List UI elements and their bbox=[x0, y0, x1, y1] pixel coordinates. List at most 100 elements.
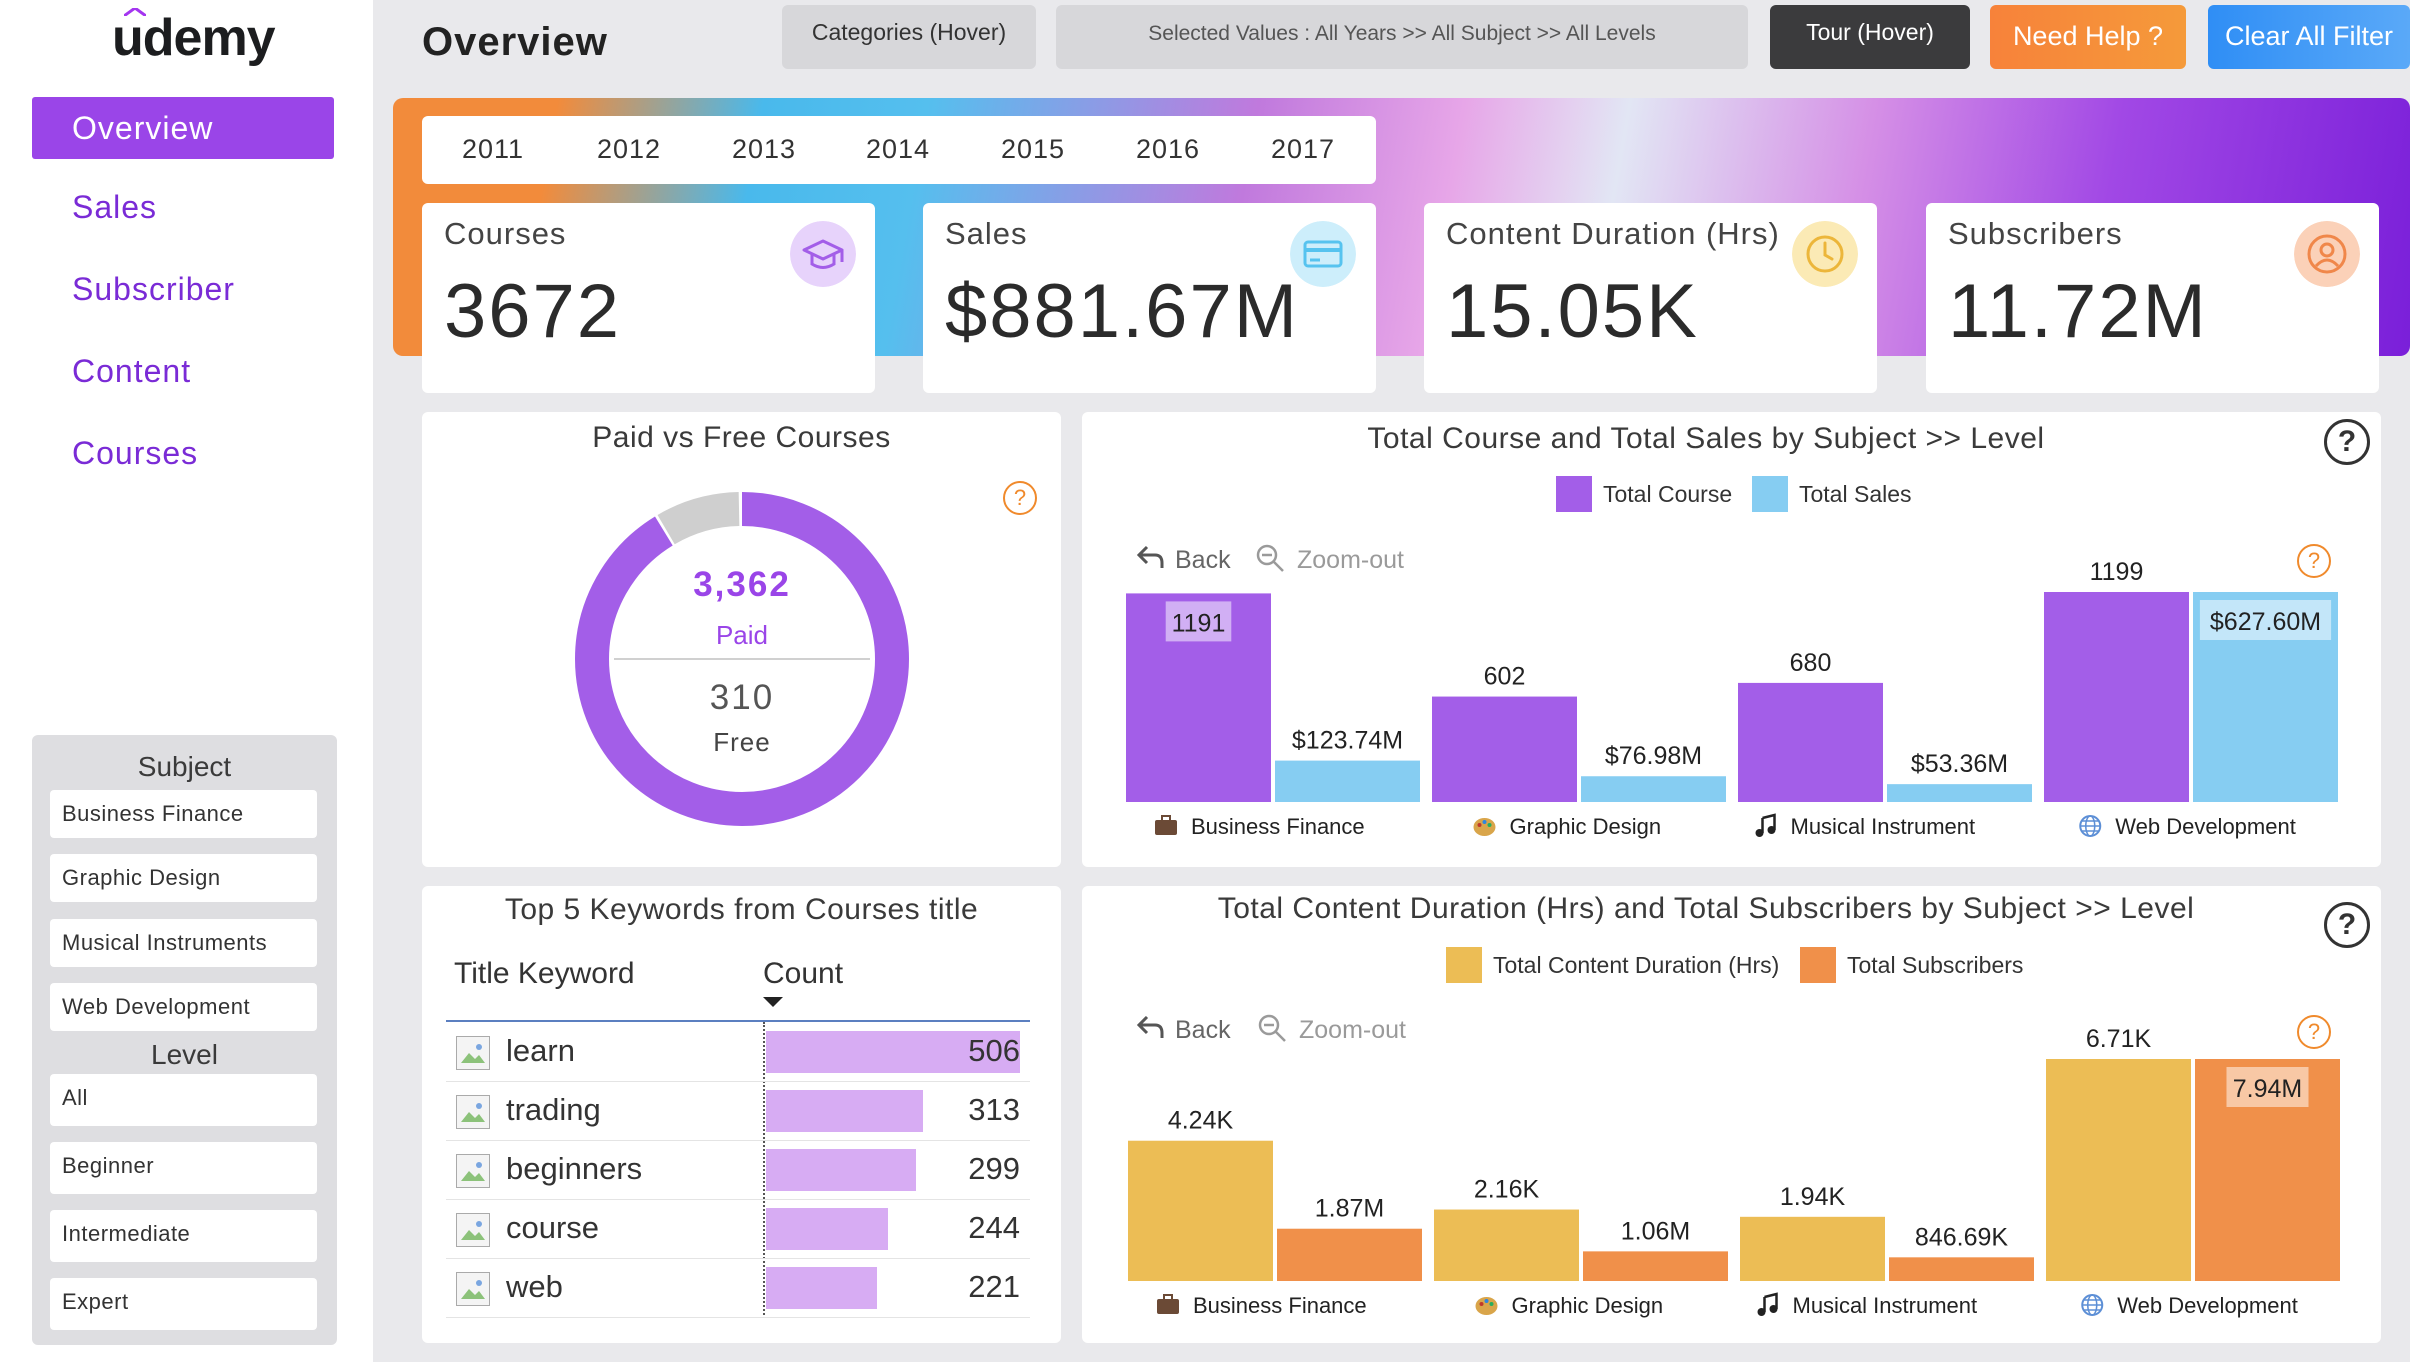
category-label[interactable]: Business Finance bbox=[1191, 814, 1365, 839]
bar-total-content-duration-hrs[interactable] bbox=[2046, 1059, 2191, 1281]
bar-total-content-duration-hrs[interactable] bbox=[1128, 1140, 1273, 1281]
data-label: 602 bbox=[1484, 663, 1526, 691]
category-label[interactable]: Graphic Design bbox=[1512, 1293, 1664, 1318]
category-label[interactable]: Musical Instrument bbox=[1793, 1293, 1978, 1318]
bar-total-content-duration-hrs[interactable] bbox=[1740, 1216, 1885, 1281]
need-help-button[interactable]: Need Help ? bbox=[1990, 5, 2186, 69]
zoom-out-icon[interactable] bbox=[1257, 1013, 1287, 1043]
category-label[interactable]: Web Development bbox=[2115, 814, 2296, 839]
clock-icon bbox=[1792, 221, 1858, 287]
nav-item-sales[interactable]: Sales bbox=[72, 189, 158, 225]
keyword-row[interactable]: learn 506 bbox=[446, 1023, 1030, 1082]
chart2-zoom-out-button[interactable]: Zoom-out bbox=[1299, 1016, 1406, 1044]
bar-total-course[interactable] bbox=[1738, 682, 1883, 802]
clear-all-filter-button[interactable]: Clear All Filter bbox=[2208, 5, 2410, 69]
duration-subscribers-chart[interactable]: 4.24K 1.87M Business Finance 2.16K 1.06M Grap… bbox=[1082, 886, 2381, 1343]
legend-content-duration[interactable]: Total Content Duration (Hrs) bbox=[1493, 952, 1780, 978]
bar-total-course[interactable] bbox=[2044, 592, 2189, 802]
keywords-header-divider bbox=[446, 1020, 1030, 1022]
data-label: 1199 bbox=[2090, 558, 2144, 586]
keyword-row[interactable]: course 244 bbox=[446, 1200, 1030, 1259]
credit-card-icon bbox=[1290, 221, 1356, 287]
level-slicer-expert[interactable]: Expert bbox=[50, 1278, 317, 1330]
year-2011[interactable]: 2011 bbox=[462, 134, 525, 164]
keywords-col-keyword[interactable]: Title Keyword bbox=[454, 957, 635, 990]
duration-subscribers-info-icon[interactable]: ? bbox=[2297, 1015, 2331, 1049]
category-label[interactable]: Musical Instrument bbox=[1791, 814, 1976, 839]
back-arrow-icon[interactable] bbox=[1135, 543, 1165, 571]
nav-item-subscriber[interactable]: Subscriber bbox=[72, 271, 235, 307]
subject-slicer-graphic-design[interactable]: Graphic Design bbox=[50, 854, 317, 902]
keyword-name: web bbox=[506, 1269, 563, 1304]
paid-free-help-icon[interactable]: ? bbox=[1003, 481, 1037, 515]
chart2-back-button[interactable]: Back bbox=[1175, 1016, 1231, 1044]
legend-subscribers-swatch bbox=[1800, 947, 1836, 983]
nav-item-overview[interactable]: Overview bbox=[32, 97, 334, 159]
tour-button[interactable]: Tour (Hover) bbox=[1770, 5, 1970, 69]
keyword-row[interactable]: beginners 299 bbox=[446, 1141, 1030, 1200]
keyword-count: 313 bbox=[968, 1092, 1020, 1127]
briefcase-icon bbox=[1157, 1294, 1179, 1314]
categories-hover-button[interactable]: Categories (Hover) bbox=[782, 5, 1036, 69]
zoom-out-icon[interactable] bbox=[1255, 543, 1285, 573]
level-slicer-beginner[interactable]: Beginner bbox=[50, 1142, 317, 1194]
donut-free-slice[interactable] bbox=[537, 454, 948, 865]
year-2017[interactable]: 2017 bbox=[1271, 134, 1336, 164]
bar-total-sales[interactable] bbox=[1581, 776, 1726, 802]
year-2016[interactable]: 2016 bbox=[1136, 134, 1201, 164]
course-sales-chart[interactable]: 1191 $123.74M Business Finance 602 $76.98M Gr… bbox=[1082, 412, 2381, 867]
keyword-image-icon bbox=[456, 1272, 490, 1306]
kpi-subscribers: Subscribers 11.72M bbox=[1926, 203, 2379, 393]
subject-slicer-web-development[interactable]: Web Development bbox=[50, 983, 317, 1031]
legend-total-course-swatch bbox=[1556, 476, 1592, 512]
chart1-back-button[interactable]: Back bbox=[1175, 546, 1231, 574]
graduation-cap-icon bbox=[790, 221, 856, 287]
keyword-name: trading bbox=[506, 1092, 601, 1127]
bar-total-content-duration-hrs[interactable] bbox=[1434, 1209, 1579, 1281]
bar-total-subscribers[interactable] bbox=[1583, 1251, 1728, 1281]
donut-paid-slice[interactable] bbox=[575, 492, 909, 826]
globe-icon bbox=[2081, 1294, 2104, 1316]
kpi-courses-value: 3672 bbox=[444, 269, 622, 354]
bar-total-subscribers[interactable] bbox=[1889, 1257, 2034, 1281]
level-slicer-all[interactable]: All bbox=[50, 1074, 317, 1126]
logo-hat-icon bbox=[124, 8, 146, 16]
keywords-title: Top 5 Keywords from Courses title bbox=[504, 893, 979, 926]
category-label[interactable]: Graphic Design bbox=[1510, 814, 1662, 839]
year-2012[interactable]: 2012 bbox=[597, 134, 662, 164]
category-label[interactable]: Business Finance bbox=[1193, 1293, 1367, 1318]
category-label[interactable]: Web Development bbox=[2117, 1293, 2298, 1318]
nav-item-courses[interactable]: Courses bbox=[72, 435, 199, 471]
year-2013[interactable]: 2013 bbox=[732, 134, 797, 164]
legend-subscribers[interactable]: Total Subscribers bbox=[1847, 952, 2024, 978]
course-sales-info-icon[interactable]: ? bbox=[2297, 544, 2331, 578]
chart1-zoom-out-button[interactable]: Zoom-out bbox=[1297, 546, 1404, 574]
kpi-sales: Sales $881.67M bbox=[923, 203, 1376, 393]
back-arrow-icon[interactable] bbox=[1135, 1013, 1165, 1041]
kpi-sales-label: Sales bbox=[945, 216, 1028, 251]
bar-total-course[interactable] bbox=[1432, 696, 1577, 802]
keywords-col-count[interactable]: Count bbox=[763, 957, 844, 990]
bar-total-sales[interactable] bbox=[1887, 784, 2032, 802]
keyword-row[interactable]: web 221 bbox=[446, 1259, 1030, 1318]
sort-desc-icon[interactable] bbox=[762, 995, 784, 1009]
duration-subscribers-help-icon[interactable]: ? bbox=[2324, 902, 2370, 948]
keyword-row[interactable]: trading 313 bbox=[446, 1082, 1030, 1141]
nav-item-content[interactable]: Content bbox=[72, 353, 192, 389]
subject-slicer-business-finance[interactable]: Business Finance bbox=[50, 790, 317, 838]
paid-free-donut[interactable] bbox=[422, 412, 1061, 867]
year-2015[interactable]: 2015 bbox=[1001, 134, 1066, 164]
legend-total-sales[interactable]: Total Sales bbox=[1799, 481, 1912, 507]
bar-total-sales[interactable] bbox=[1275, 760, 1420, 802]
music-note-icon bbox=[1755, 813, 1776, 837]
paid-free-title: Paid vs Free Courses bbox=[592, 421, 891, 454]
course-sales-help-icon[interactable]: ? bbox=[2324, 419, 2370, 465]
kpi-courses: Courses 3672 bbox=[422, 203, 875, 393]
briefcase-icon bbox=[1155, 815, 1177, 835]
bar-total-subscribers[interactable] bbox=[1277, 1228, 1422, 1281]
data-label: 1191 bbox=[1172, 609, 1226, 637]
subject-slicer-musical-instruments[interactable]: Musical Instruments bbox=[50, 919, 317, 967]
level-slicer-intermediate[interactable]: Intermediate bbox=[50, 1210, 317, 1262]
year-2014[interactable]: 2014 bbox=[866, 134, 931, 164]
legend-total-course[interactable]: Total Course bbox=[1603, 481, 1733, 507]
